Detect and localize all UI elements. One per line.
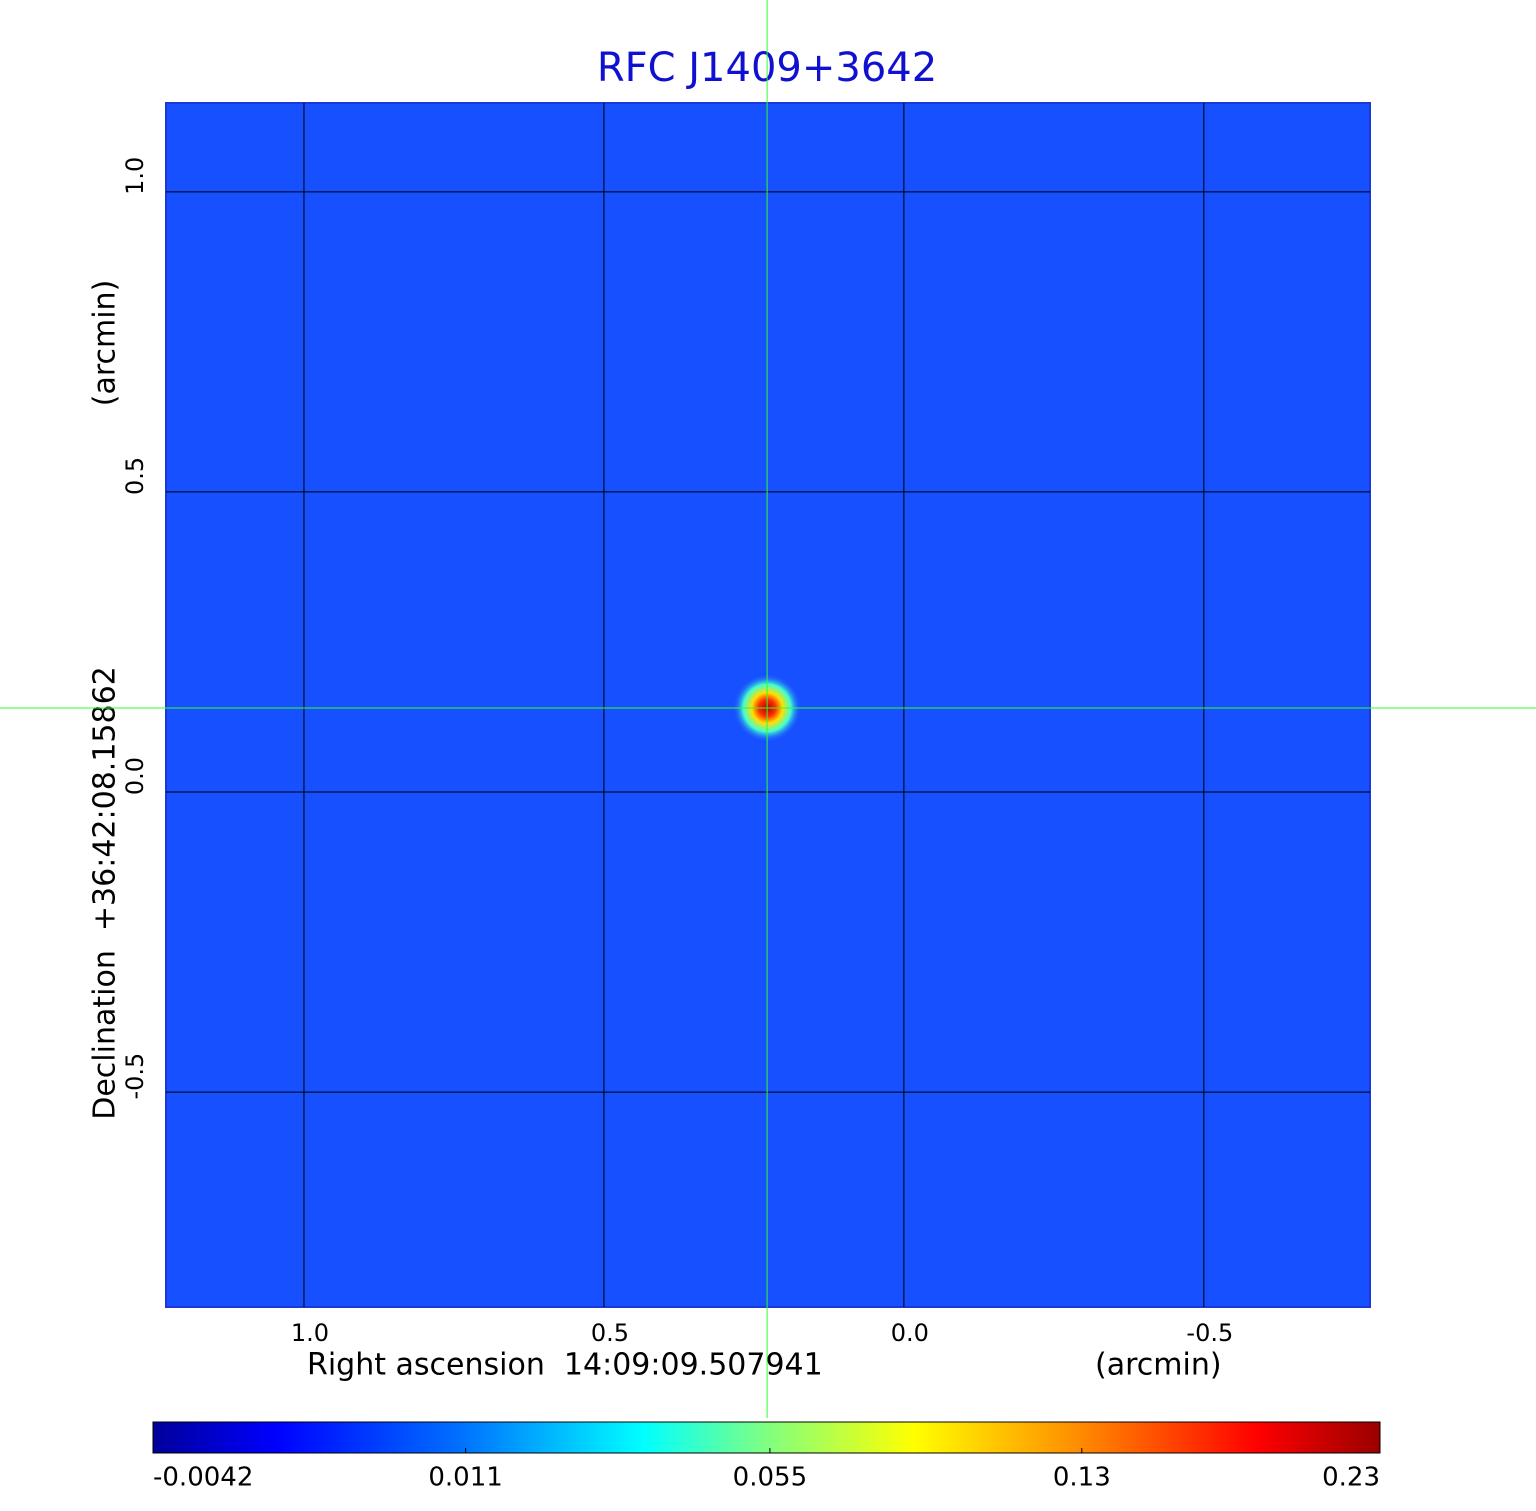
x-tick-label: -0.5 [1186, 1319, 1233, 1347]
colorbar [152, 1421, 1381, 1454]
y-axis-unit: (arcmin) [88, 280, 123, 407]
x-tick-label: 1.0 [291, 1319, 329, 1347]
colorbar-tick-label: 0.13 [1053, 1463, 1111, 1493]
y-tick-label: -0.5 [121, 1053, 149, 1100]
y-axis-label: Declination +36:42:08.15862 [88, 666, 123, 1120]
y-tick-label: 0.0 [121, 757, 149, 795]
x-tick-label: 0.0 [891, 1319, 929, 1347]
y-tick-label: 1.0 [121, 157, 149, 195]
y-tick-label: 0.5 [121, 457, 149, 495]
colorbar-tick-label: 0.011 [428, 1463, 502, 1493]
x-tick-label: 0.5 [591, 1319, 629, 1347]
colorbar-tick-label: -0.0042 [153, 1463, 253, 1493]
x-axis-label: Right ascension 14:09:09.507941 [307, 1348, 823, 1383]
colorbar-tick-label: 0.055 [733, 1463, 807, 1493]
colorbar-tick-label: 0.23 [1322, 1463, 1380, 1493]
x-axis-unit: (arcmin) [1095, 1348, 1222, 1383]
